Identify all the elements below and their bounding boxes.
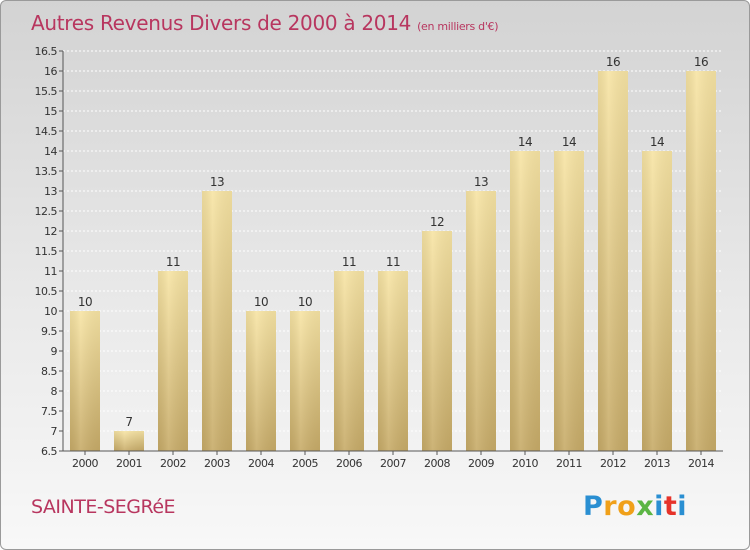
data-label: 13 (210, 175, 224, 189)
bar-shading (554, 151, 584, 451)
data-label: 14 (650, 135, 664, 149)
y-tick-label: 6.5 (41, 445, 57, 458)
data-label: 11 (166, 255, 180, 269)
y-tick-label: 9.5 (41, 325, 57, 338)
data-label: 10 (298, 295, 312, 309)
logo-letter: i (654, 491, 664, 522)
y-tick-label: 7.5 (41, 405, 57, 418)
data-label: 12 (430, 215, 444, 229)
bars: 10 7 11 13 10 10 11 11 12 13 14 14 16 14 16 (70, 55, 716, 451)
data-label: 16 (694, 55, 708, 69)
chart-unit: (en milliers d'€) (417, 20, 499, 33)
chart-title-text: Autres Revenus Divers de 2000 à 2014 (31, 11, 412, 35)
bar-shading (642, 151, 672, 451)
y-axis-ticks: 6.5 7 7.5 8 8.5 9 9.5 10 10.5 11 11.5 12 12.5 13 13.5 1… (35, 45, 63, 458)
y-tick-label: 9 (51, 345, 58, 358)
x-tick-label: 2012 (600, 457, 626, 470)
bar-shading (466, 191, 496, 451)
x-tick-label: 2013 (644, 457, 670, 470)
bar-shading (114, 431, 144, 451)
data-label: 13 (474, 175, 488, 189)
x-tick-label: 2005 (292, 457, 318, 470)
bar-shading (686, 71, 716, 451)
bar-shading (70, 311, 100, 451)
logo-letter: x (636, 491, 655, 522)
logo-letter: P (583, 491, 604, 522)
bar-shading (246, 311, 276, 451)
logo-letter: o (617, 491, 637, 522)
x-tick-label: 2008 (424, 457, 450, 470)
y-tick-label: 10 (44, 305, 57, 318)
data-label: 7 (125, 415, 132, 429)
bar-shading (510, 151, 540, 451)
y-tick-label: 11 (44, 265, 57, 278)
x-tick-label: 2000 (72, 457, 98, 470)
logo-letter: r (603, 491, 618, 522)
x-tick-label: 2011 (556, 457, 582, 470)
y-tick-label: 10.5 (35, 285, 58, 298)
y-tick-label: 14 (44, 145, 57, 158)
logo-letter: i (677, 491, 688, 522)
data-label: 11 (342, 255, 356, 269)
y-tick-label: 8 (51, 385, 58, 398)
bar-shading (598, 71, 628, 451)
y-tick-label: 12 (44, 225, 57, 238)
location-name: SAINTE-SEGRéE (31, 496, 176, 518)
x-tick-label: 2006 (336, 457, 362, 470)
y-tick-label: 16.5 (35, 45, 58, 58)
bar-shading (158, 271, 188, 451)
data-label: 14 (518, 135, 532, 149)
x-axis-labels: 2000 2001 2002 2003 2004 2005 2006 2007 2008 2009… (72, 451, 715, 470)
data-label: 14 (562, 135, 576, 149)
data-label: 10 (78, 295, 92, 309)
x-tick-label: 2002 (160, 457, 186, 470)
bar-shading (202, 191, 232, 451)
y-tick-label: 13 (44, 185, 57, 198)
bar-shading (378, 271, 408, 451)
x-tick-label: 2004 (248, 457, 274, 470)
y-tick-label: 13.5 (35, 165, 58, 178)
data-label: 11 (386, 255, 400, 269)
bar-shading (334, 271, 364, 451)
x-tick-label: 2003 (204, 457, 230, 470)
data-label: 10 (254, 295, 268, 309)
y-tick-label: 8.5 (41, 365, 57, 378)
x-tick-label: 2001 (116, 457, 142, 470)
x-tick-label: 2010 (512, 457, 538, 470)
y-tick-label: 12.5 (35, 205, 58, 218)
y-tick-label: 15 (44, 105, 57, 118)
x-tick-label: 2014 (688, 457, 714, 470)
x-tick-label: 2009 (468, 457, 494, 470)
data-label: 16 (606, 55, 620, 69)
y-tick-label: 7 (51, 425, 58, 438)
y-tick-label: 15.5 (35, 85, 58, 98)
x-tick-label: 2007 (380, 457, 406, 470)
chart-title: Autres Revenus Divers de 2000 à 2014 (en … (31, 11, 499, 35)
y-tick-label: 16 (44, 65, 57, 78)
proxiti-logo: Proxiti (583, 491, 687, 522)
logo-letter: t (663, 491, 678, 522)
y-tick-label: 11.5 (35, 245, 58, 258)
y-tick-label: 14.5 (35, 125, 58, 138)
bar-shading (422, 231, 452, 451)
bar-shading (290, 311, 320, 451)
